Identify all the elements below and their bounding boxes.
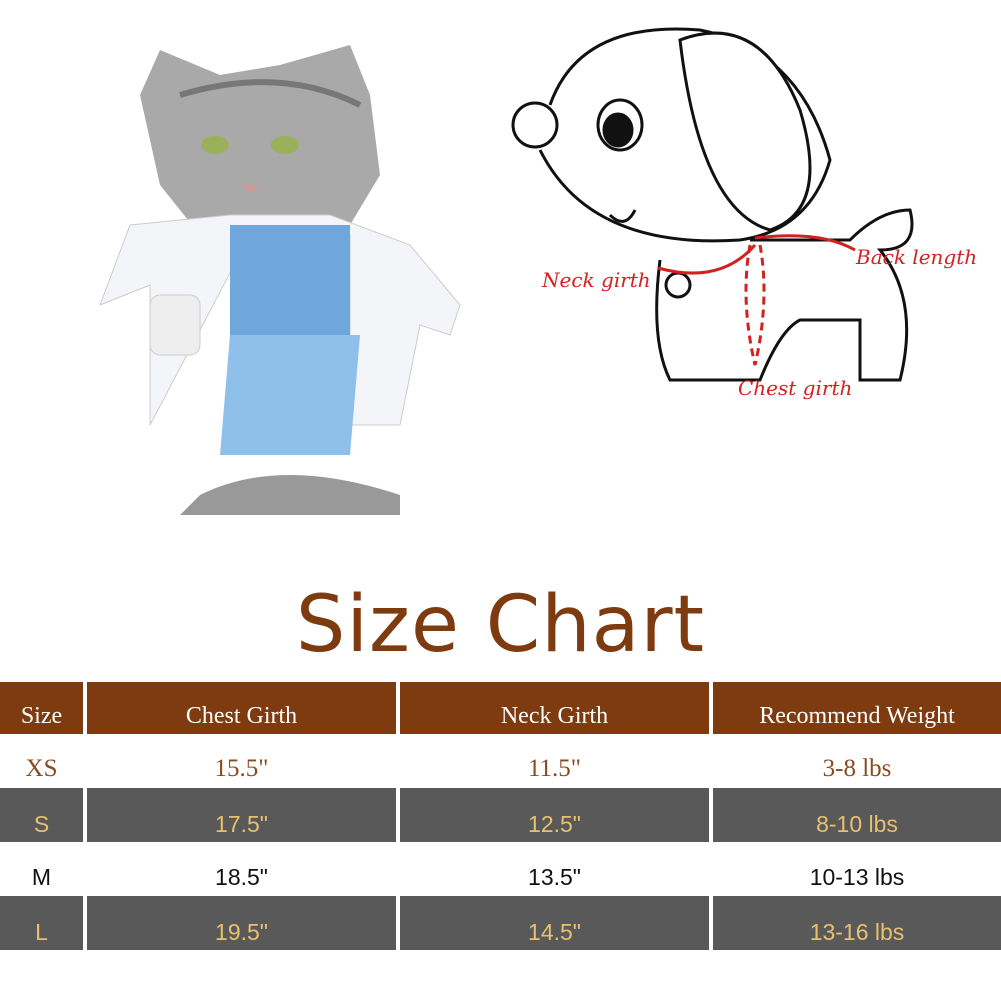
cell-size: S <box>0 788 83 842</box>
cell-neck: 13.5" <box>528 864 581 890</box>
table-row: M 18.5" 13.5" 10-13 lbs <box>0 843 1001 895</box>
neck-girth-label: Neck girth <box>542 268 651 292</box>
cell-size: M <box>31 864 52 890</box>
cell-weight: 10-13 lbs <box>809 864 905 890</box>
cell-size: XS <box>25 755 58 782</box>
cell-weight: 13-16 lbs <box>713 896 1001 950</box>
header-size: Size <box>0 682 83 734</box>
header-neck-girth: Neck Girth <box>400 682 709 734</box>
cell-weight: 3-8 lbs <box>822 755 892 782</box>
back-length-label: Back length <box>856 245 978 269</box>
table-header: Size Chest Girth Neck Girth Recommend We… <box>0 682 1001 734</box>
cell-neck: 14.5" <box>400 896 709 950</box>
cell-chest: 15.5" <box>214 755 269 782</box>
header-chest-girth: Chest Girth <box>87 682 396 734</box>
dog-measurement-diagram <box>511 27 914 382</box>
table-row: XS 15.5" 11.5" 3-8 lbs <box>0 735 1001 787</box>
cell-size: L <box>0 896 83 950</box>
table-row: S 17.5" 12.5" 8-10 lbs <box>0 788 1001 842</box>
cell-chest: 19.5" <box>87 896 396 950</box>
cell-weight: 8-10 lbs <box>713 788 1001 842</box>
cell-chest: 18.5" <box>215 864 268 890</box>
table-row: L 19.5" 14.5" 13-16 lbs <box>0 896 1001 950</box>
page-title: Size Chart <box>295 580 706 670</box>
cell-chest: 17.5" <box>87 788 396 842</box>
cell-neck: 11.5" <box>527 755 582 782</box>
chest-girth-label: Chest girth <box>738 376 853 400</box>
cat-doctor-costume-photo <box>99 45 461 515</box>
header-recommend-weight: Recommend Weight <box>713 682 1001 734</box>
cell-neck: 12.5" <box>400 788 709 842</box>
